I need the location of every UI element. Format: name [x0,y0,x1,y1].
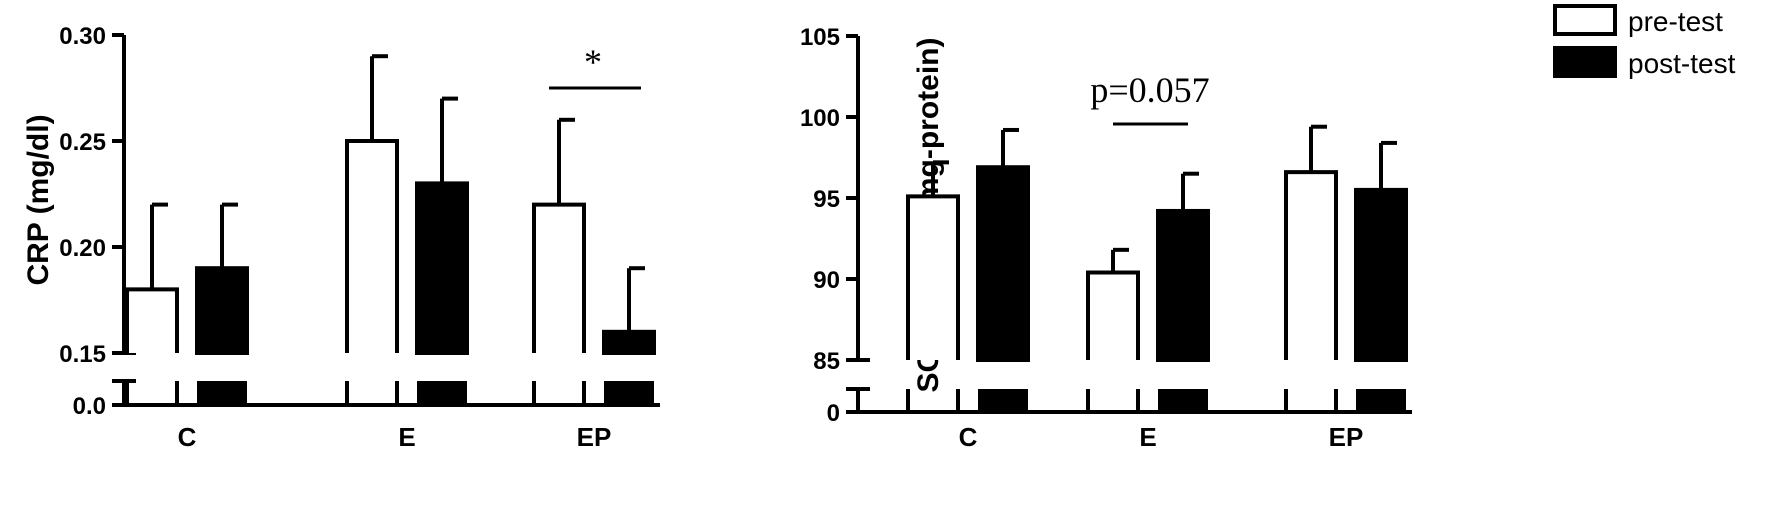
crp-y-tick-label: 0.30 [59,23,106,50]
sod-y-tick-label: 105 [800,24,840,51]
crp-bar-posttest-ep [602,329,656,355]
sod-bar-pretest-c [906,194,960,360]
sod-x-tick-label: EP [1329,422,1364,452]
sod-bar-posttest-e [1156,208,1210,362]
crp-bar-posttest-c [195,266,249,356]
sod-bar-lower-posttest-c [978,389,1028,412]
sod-y-tick-label: 100 [800,105,840,132]
crp-bar-pretest-c [125,287,179,353]
legend-swatch-post-test [1553,46,1617,78]
sod-chart: SOD-RBC (U/mg-protein) 1051009590850CEEP… [800,24,1412,452]
legend-label-pre-test: pre-test [1628,6,1723,37]
sod-bar-lower-posttest-ep [1356,389,1406,412]
sod-x-tick-label: E [1139,422,1156,452]
crp-x-tick-label: C [178,422,197,452]
legend: pre-test post-test [1553,4,1736,79]
sod-bar-posttest-ep [1354,187,1408,362]
crp-bar-lower-posttest-c [197,381,247,405]
sod-bar-lower-posttest-e [1158,389,1208,412]
crp-y-axis-label: CRP (mg/dl) [22,114,55,285]
crp-y-tick-label: 0.25 [59,129,106,156]
crp-y-tick-label: 0.15 [59,341,106,368]
legend-swatch-pre-test [1553,4,1617,36]
crp-bar-posttest-e [415,181,469,355]
crp-bar-lower-posttest-ep [604,381,654,405]
sod-significance-label: p=0.057 [1090,70,1209,110]
sod-y-tick-label: 95 [813,186,840,213]
crp-y-tick-label: 0.20 [59,235,106,262]
legend-label-post-test: post-test [1628,48,1736,79]
sod-y-tick-label: 90 [813,267,840,294]
sod-bar-pretest-e [1086,270,1140,360]
crp-x-tick-label: EP [577,422,612,452]
sod-bar-pretest-ep [1284,170,1338,360]
sod-bar-posttest-c [976,165,1030,362]
sod-y-tick-label: 85 [813,348,840,375]
crp-bar-pretest-ep [532,202,586,353]
crp-bar-lower-posttest-e [417,381,467,405]
crp-chart: CRP (mg/dl) 0.30 0.25 0.20 0.15 0.0 C E EP * [22,23,660,452]
crp-significance-label: * [584,42,602,82]
sod-y-tick-label-zero: 0 [827,400,840,427]
crp-bar-pretest-e [345,139,399,353]
crp-x-tick-label: E [398,422,415,452]
crp-y-tick-label-zero: 0.0 [73,393,106,420]
sod-x-tick-label: C [959,422,978,452]
